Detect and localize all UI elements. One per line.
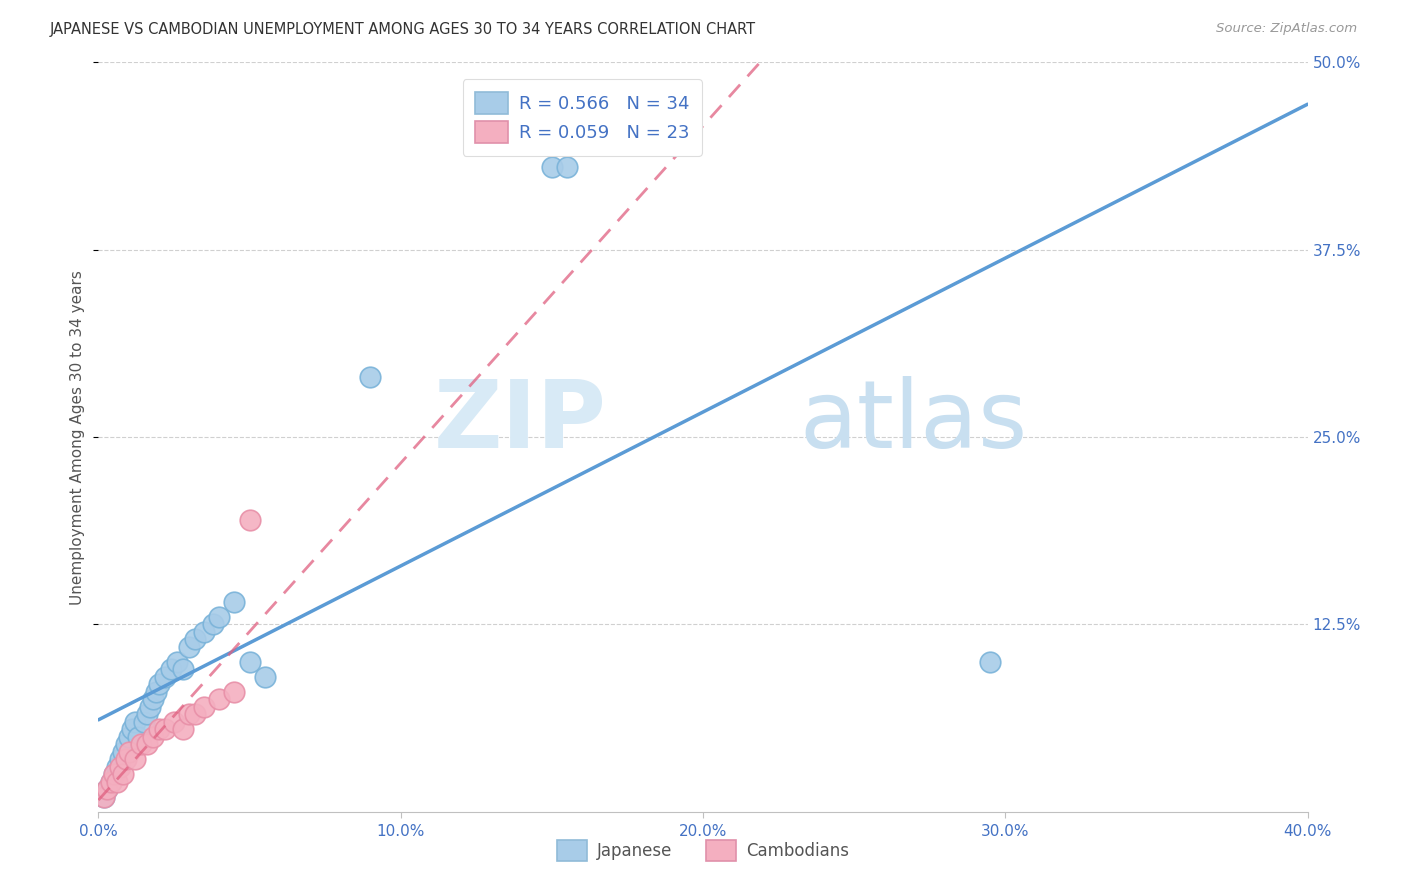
Point [127,730,149,744]
Point [153,670,176,684]
Point [239,655,262,669]
Point [166,655,188,669]
Point [979,655,1001,669]
Point [224,595,246,609]
Text: atlas: atlas [800,376,1028,468]
Point [184,707,207,722]
Point [208,610,231,624]
Point [360,370,382,384]
Point [96,782,118,797]
Point [193,699,215,714]
Point [105,774,128,789]
Point [163,714,186,729]
Point [179,640,201,654]
Point [540,161,562,175]
Point [239,512,262,526]
Point [253,670,276,684]
Point [114,752,136,766]
Point [135,737,157,751]
Point [118,730,141,744]
Point [93,789,115,804]
Point [184,632,207,647]
Text: ZIP: ZIP [433,376,606,468]
Point [111,745,134,759]
Point [121,723,143,737]
Legend: Japanese, Cambodians: Japanese, Cambodians [547,830,859,871]
Text: JAPANESE VS CAMBODIAN UNEMPLOYMENT AMONG AGES 30 TO 34 YEARS CORRELATION CHART: JAPANESE VS CAMBODIAN UNEMPLOYMENT AMONG… [49,22,755,37]
Point [208,692,231,706]
Point [160,662,183,676]
Point [142,730,165,744]
Point [139,699,162,714]
Point [202,617,225,632]
Point [142,692,165,706]
Point [96,782,118,797]
Point [103,767,125,781]
Y-axis label: Unemployment Among Ages 30 to 34 years: Unemployment Among Ages 30 to 34 years [70,269,86,605]
Point [172,662,194,676]
Point [105,760,128,774]
Point [103,767,125,781]
Point [124,714,146,729]
Point [145,685,167,699]
Point [193,624,215,639]
Point [111,767,134,781]
Point [100,774,122,789]
Point [172,723,194,737]
Point [148,723,170,737]
Point [118,745,141,759]
Point [153,723,176,737]
Point [132,714,155,729]
Text: Source: ZipAtlas.com: Source: ZipAtlas.com [1216,22,1357,36]
Point [148,677,170,691]
Point [124,752,146,766]
Point [100,774,122,789]
Point [108,760,131,774]
Point [179,707,201,722]
Point [129,737,152,751]
Point [93,789,115,804]
Point [108,752,131,766]
Point [135,707,157,722]
Point [114,737,136,751]
Point [224,685,246,699]
Point [555,161,578,175]
